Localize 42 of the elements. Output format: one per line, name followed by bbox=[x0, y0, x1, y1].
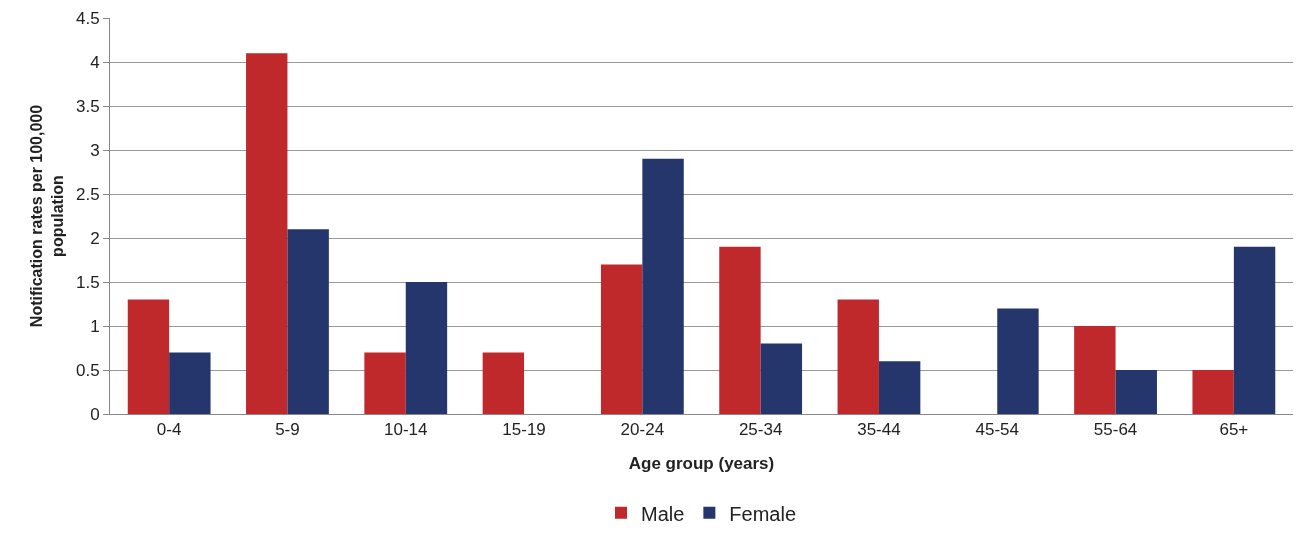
bar bbox=[1192, 370, 1234, 414]
bar bbox=[127, 299, 170, 414]
bar bbox=[1233, 246, 1276, 414]
y-tick-label: 4 bbox=[90, 52, 100, 72]
bar bbox=[760, 343, 803, 414]
x-tick-label: 55-64 bbox=[1093, 420, 1138, 440]
bar bbox=[287, 229, 329, 414]
y-tick-label: 2 bbox=[90, 228, 100, 248]
bar bbox=[482, 352, 525, 414]
y-tick-label: 4.5 bbox=[75, 8, 100, 28]
bar bbox=[642, 158, 684, 414]
y-tick-label: 3.5 bbox=[75, 96, 100, 116]
x-tick-label: 5-9 bbox=[275, 420, 300, 440]
bar bbox=[1115, 370, 1157, 414]
x-tick-label: 65+ bbox=[1219, 420, 1249, 440]
y-axis-title: Notification rates per 100,000 population bbox=[28, 104, 66, 328]
x-tick-label: 45-54 bbox=[975, 420, 1019, 440]
x-tick-label: 15-19 bbox=[502, 420, 546, 440]
y-tick-label: 0 bbox=[90, 404, 100, 424]
bar bbox=[837, 299, 879, 414]
bar bbox=[878, 361, 921, 414]
bar bbox=[246, 53, 288, 414]
legend-label: Male bbox=[641, 502, 685, 525]
bar bbox=[1074, 326, 1116, 414]
bar bbox=[719, 246, 761, 414]
bar bbox=[405, 282, 448, 414]
x-tick-label: 25-34 bbox=[738, 420, 783, 440]
bar bbox=[600, 264, 643, 414]
y-tick-label: 2.5 bbox=[75, 184, 100, 204]
x-tick-label: 10-14 bbox=[384, 420, 428, 440]
bar bbox=[169, 352, 211, 414]
x-axis-title: Age group (years) bbox=[628, 453, 775, 473]
x-tick-label: 20-24 bbox=[620, 420, 665, 440]
bar bbox=[997, 308, 1039, 414]
legend-label: Female bbox=[729, 502, 797, 525]
bar bbox=[364, 352, 406, 414]
x-tick-label: 35-44 bbox=[857, 420, 901, 440]
y-tick-label: 3 bbox=[90, 140, 100, 160]
y-tick-label: 1.5 bbox=[75, 272, 100, 292]
y-tick-label: 0.5 bbox=[75, 360, 100, 380]
y-tick-label: 1 bbox=[90, 316, 100, 336]
x-tick-label: 0-4 bbox=[156, 420, 182, 440]
